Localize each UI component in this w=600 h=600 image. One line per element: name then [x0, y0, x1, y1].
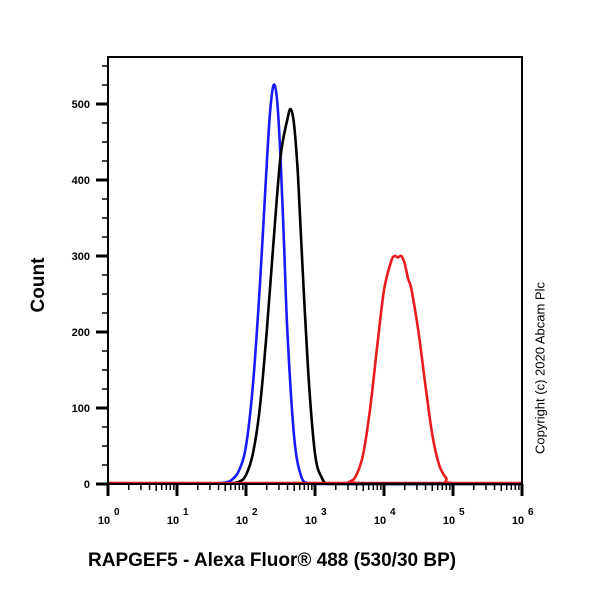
svg-text:10: 10	[236, 515, 248, 527]
copyright-text: Copyright (c) 2020 Abcam Plc	[532, 281, 548, 454]
svg-text:10: 10	[98, 515, 110, 527]
y-tick-label: 500	[72, 99, 90, 111]
y-tick-label: 100	[72, 403, 90, 415]
svg-text:10: 10	[443, 515, 455, 527]
y-tick-label: 300	[72, 251, 90, 263]
x-tick-label: 10 0	[98, 507, 120, 527]
plot-frame	[107, 56, 523, 485]
svg-text:4: 4	[390, 507, 396, 518]
svg-text:1: 1	[183, 507, 189, 518]
x-axis: 10 0 10 1 10 2 10 3 10 4 10 5 10 6	[98, 484, 534, 527]
x-tick-label: 10 4	[374, 507, 396, 527]
svg-text:2: 2	[252, 507, 258, 518]
y-axis: 0 100 200 300 400 500	[72, 65, 108, 491]
x-tick-label: 10 6	[512, 507, 534, 527]
series-black-control	[225, 107, 522, 486]
svg-text:10: 10	[512, 515, 524, 527]
x-tick-label: 10 5	[443, 507, 465, 527]
y-tick-label: 200	[72, 327, 90, 339]
y-axis-title-text: Count	[28, 257, 49, 313]
svg-text:6: 6	[528, 507, 534, 518]
svg-text:5: 5	[459, 507, 465, 518]
svg-text:3: 3	[321, 507, 327, 518]
x-tick-label: 10 2	[236, 507, 258, 527]
series-red-sample	[107, 254, 523, 485]
y-axis-title: Count	[14, 240, 64, 330]
y-tick-label: 400	[72, 175, 90, 187]
svg-text:10: 10	[167, 515, 179, 527]
svg-text:10: 10	[305, 515, 317, 527]
svg-text:0: 0	[114, 507, 120, 518]
series-layer	[107, 83, 523, 486]
x-tick-label: 10 1	[167, 507, 189, 527]
copyright-notice: Copyright (c) 2020 Abcam Plc	[527, 240, 553, 495]
svg-text:10: 10	[374, 515, 386, 527]
x-axis-title: RAPGEF5 - Alexa Fluor® 488 (530/30 BP)	[88, 550, 457, 571]
x-tick-label: 10 3	[305, 507, 327, 527]
y-tick-label: 0	[84, 479, 90, 491]
